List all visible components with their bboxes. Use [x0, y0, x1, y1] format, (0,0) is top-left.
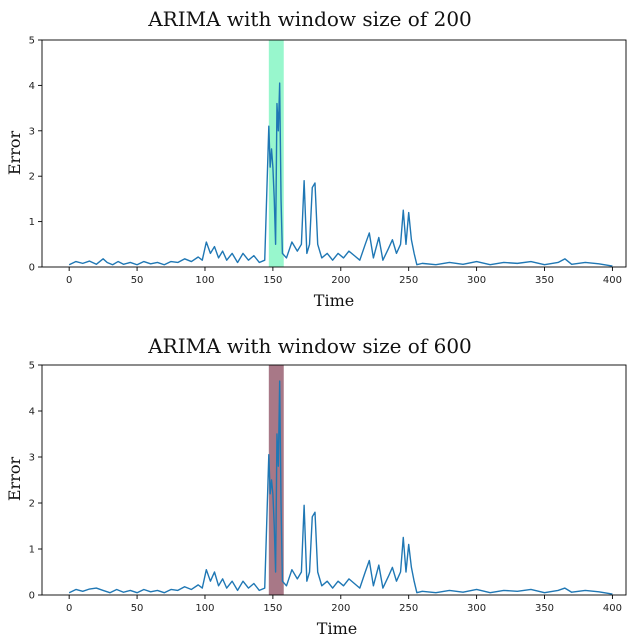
x-tick-label: 100	[195, 603, 214, 614]
series-line	[68, 380, 613, 595]
y-tick-label: 2	[29, 499, 35, 510]
y-tick-label: 0	[29, 591, 35, 602]
series-line	[68, 82, 613, 267]
y-tick-label: 0	[29, 263, 35, 274]
x-tick-label: 250	[399, 275, 418, 286]
chart-window-600: ARIMA with window size of 600 Time Error…	[5, 334, 627, 636]
x-tick-label: 50	[131, 275, 144, 286]
y-tick-label: 1	[29, 545, 35, 556]
y-tick-label: 4	[29, 81, 35, 92]
y-tick-label: 4	[29, 407, 35, 418]
plot-frame	[41, 364, 627, 596]
x-axis-ticks: 0 50 100 150 200 250 300 350 400	[66, 595, 622, 614]
x-tick-label: 150	[263, 603, 282, 614]
x-tick-label: 50	[131, 603, 144, 614]
x-tick-label: 100	[195, 275, 214, 286]
x-tick-label: 350	[535, 275, 554, 286]
y-axis-label: Error	[5, 457, 24, 502]
x-tick-label: 400	[603, 603, 622, 614]
x-tick-label: 250	[399, 603, 418, 614]
y-tick-label: 2	[29, 172, 35, 183]
x-tick-label: 300	[467, 275, 486, 286]
y-tick-label: 1	[29, 217, 35, 228]
chart-window-200: ARIMA with window size of 200 Time Error…	[5, 7, 627, 310]
y-tick-label: 3	[29, 453, 35, 464]
y-axis-ticks: 0 1 2 3 4 5	[29, 361, 42, 602]
y-tick-label: 5	[29, 36, 35, 47]
y-axis-ticks: 0 1 2 3 4 5	[29, 36, 42, 274]
x-axis-label: Time	[317, 619, 357, 636]
x-tick-label: 0	[66, 603, 72, 614]
plot-frame	[41, 39, 627, 268]
x-axis-label: Time	[314, 291, 354, 310]
chart-title: ARIMA with window size of 600	[147, 334, 472, 358]
x-tick-label: 300	[467, 603, 486, 614]
x-tick-label: 350	[535, 603, 554, 614]
x-tick-label: 200	[331, 275, 350, 286]
y-tick-label: 3	[29, 126, 35, 137]
y-axis-label: Error	[5, 131, 24, 176]
x-tick-label: 200	[331, 603, 350, 614]
chart-title: ARIMA with window size of 200	[147, 7, 472, 31]
x-axis-ticks: 0 50 100 150 200 250 300 350 400	[66, 267, 622, 286]
x-tick-label: 0	[66, 275, 72, 286]
x-tick-label: 400	[603, 275, 622, 286]
y-tick-label: 5	[29, 361, 35, 372]
x-tick-label: 150	[263, 275, 282, 286]
